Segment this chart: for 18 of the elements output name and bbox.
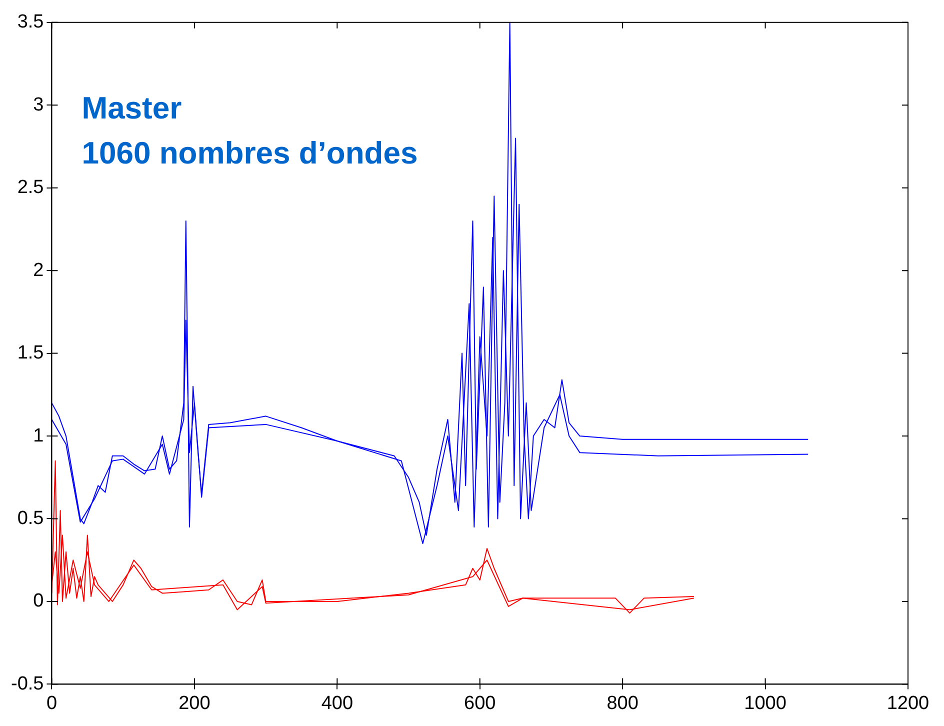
x-tick-label: 600 xyxy=(464,692,496,714)
y-tick-label: 0.5 xyxy=(17,508,44,529)
y-tick-label: 1.5 xyxy=(17,342,44,364)
annotation: 1060 nombres d’ondes xyxy=(82,135,418,170)
x-tick-label: 800 xyxy=(606,692,638,714)
y-tick-label: 1 xyxy=(33,425,44,446)
y-tick-label: 0 xyxy=(33,590,44,612)
x-tick-label: 0 xyxy=(46,692,58,714)
y-tick-label: 2.5 xyxy=(17,177,44,198)
annotation: Master xyxy=(82,90,182,126)
x-tick-label: 1200 xyxy=(886,692,930,714)
y-tick-label: 2 xyxy=(33,260,44,281)
x-tick-label: 1000 xyxy=(744,692,786,714)
y-tick-label: -0.5 xyxy=(10,673,44,694)
y-tick-label: 3.5 xyxy=(17,12,44,33)
x-tick-label: 400 xyxy=(321,692,354,714)
y-tick-label: 3 xyxy=(33,94,44,116)
x-tick-label: 200 xyxy=(178,692,210,714)
